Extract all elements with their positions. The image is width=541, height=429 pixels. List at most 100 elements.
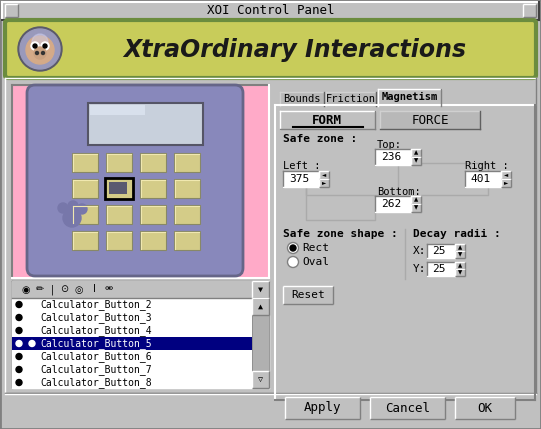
Bar [455,269,465,276]
Text: ◄: ◄ [504,172,508,178]
Bar [174,179,200,198]
Bar [411,149,421,157]
Circle shape [287,257,299,268]
Bar [455,397,515,419]
Circle shape [33,44,37,48]
Bar [140,153,166,172]
Text: 375: 375 [289,174,309,184]
Bar [378,89,441,106]
Bar [12,324,252,337]
Text: Reset: Reset [291,290,325,300]
Text: ►: ► [504,181,508,185]
Text: Calculator_Button_3: Calculator_Button_3 [40,312,151,323]
Text: Cancel: Cancel [385,402,430,414]
Bar [12,281,252,298]
Bar [411,204,421,212]
Bar [319,179,329,187]
Text: 401: 401 [471,174,491,184]
Text: ▼: ▼ [414,205,418,211]
Bar [105,178,133,199]
Circle shape [16,314,22,320]
FancyBboxPatch shape [5,20,536,78]
Text: Calculator_Button_7: Calculator_Button_7 [40,364,151,375]
Text: Rect: Rect [302,243,329,253]
Bar [12,298,252,311]
Bar [12,337,252,350]
Bar [380,111,480,129]
Bar [140,179,166,198]
Text: ▼: ▼ [258,285,263,294]
Text: Y:: Y: [413,264,426,274]
Bar [12,311,252,324]
Text: Safe zone :: Safe zone : [283,134,357,144]
Bar [140,231,166,250]
Text: ◎: ◎ [75,284,83,294]
Bar [12,85,269,278]
Text: Calculator_Button_4: Calculator_Button_4 [40,325,151,336]
Text: ▼: ▼ [458,252,462,257]
Text: Calculator_Button_6: Calculator_Button_6 [40,351,151,362]
Circle shape [77,204,87,214]
Text: ▲: ▲ [458,263,462,268]
Bar [283,286,333,304]
Circle shape [31,42,39,50]
Text: 236: 236 [381,152,401,162]
Bar [72,205,98,224]
Circle shape [18,27,62,71]
Text: ◉: ◉ [22,284,30,294]
Text: FORM: FORM [312,114,342,127]
Bar [375,149,411,165]
Bar [106,179,132,198]
Circle shape [20,29,60,69]
Text: Bottom:: Bottom: [377,187,421,197]
Bar [5,4,18,17]
Text: ▽: ▽ [258,375,263,384]
Bar [319,171,329,179]
Circle shape [16,366,22,372]
Text: Friction: Friction [326,94,376,104]
Text: Left :: Left : [283,161,320,171]
Bar [90,105,145,115]
Circle shape [16,327,22,333]
Text: FORCE: FORCE [411,114,448,127]
Text: ▲: ▲ [258,302,263,311]
Bar [280,92,324,106]
Text: 25: 25 [432,246,446,256]
Bar [72,231,98,250]
Bar [280,111,375,129]
Text: Top:: Top: [377,140,402,150]
Circle shape [42,51,44,54]
Circle shape [58,203,68,213]
Bar [283,171,319,187]
Circle shape [290,245,296,251]
Circle shape [32,34,48,50]
FancyBboxPatch shape [27,85,243,276]
Text: ▲: ▲ [458,245,462,250]
Bar [285,397,360,419]
Text: ▲: ▲ [414,197,418,202]
Bar [106,205,132,224]
Bar [174,231,200,250]
Text: Apply: Apply [304,402,341,414]
Bar [252,315,269,371]
Circle shape [36,51,38,54]
Bar [370,397,445,419]
Text: ⚮: ⚮ [105,284,113,294]
Bar [12,376,252,389]
Circle shape [34,47,46,59]
Text: Oval: Oval [302,257,329,267]
Bar [455,251,465,258]
Text: ⊙: ⊙ [60,284,68,294]
Text: I: I [93,284,95,294]
Bar [88,103,203,145]
Text: Calculator_Button_8: Calculator_Button_8 [40,377,151,388]
Bar [465,171,501,187]
Text: Decay radii :: Decay radii : [413,229,501,239]
Bar [5,78,536,393]
Text: Right :: Right : [465,161,509,171]
Bar [174,153,200,172]
Circle shape [26,36,54,64]
Bar [252,371,269,388]
Bar [501,179,511,187]
Bar [12,350,252,363]
